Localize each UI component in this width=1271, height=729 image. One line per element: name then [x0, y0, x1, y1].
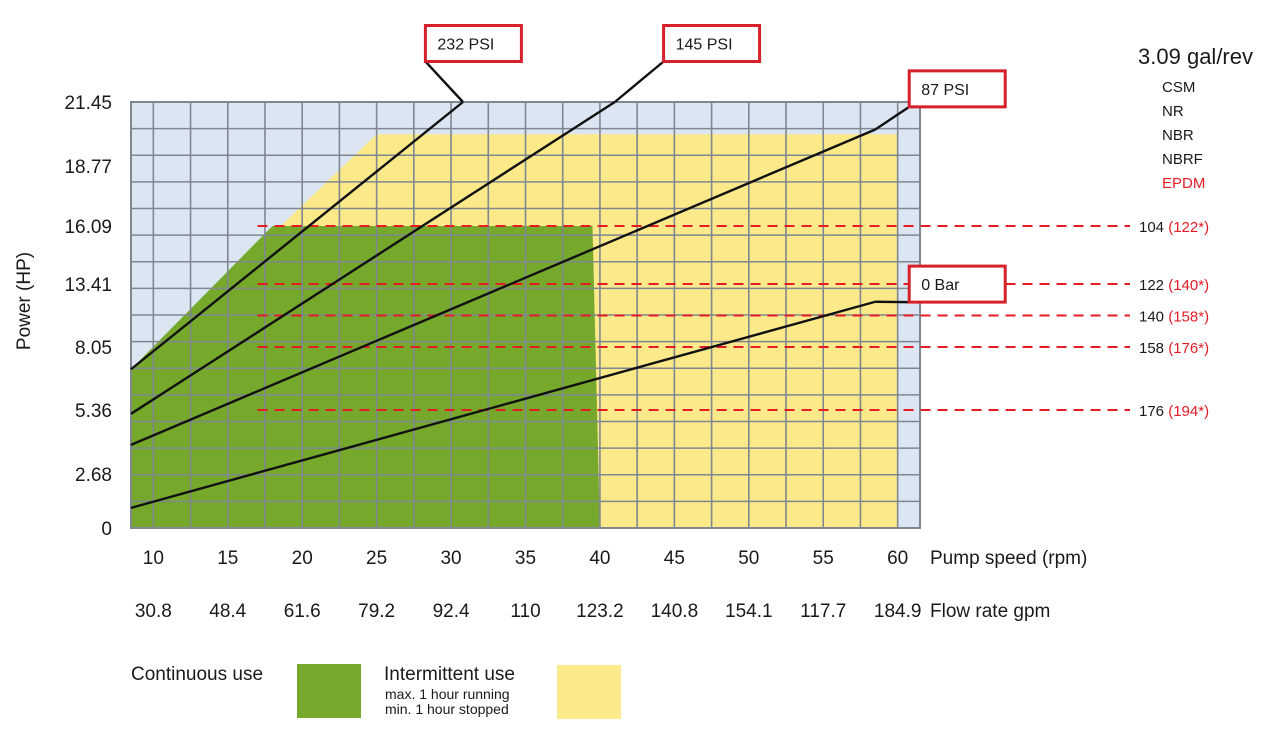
legend-intermittent-detail-2: min. 1 hour stopped — [385, 701, 509, 717]
pressure-label: 0 Bar — [921, 277, 960, 294]
axis-labels: 0 2.68 5.36 8.05 13.41 16.09 18.77 21.45 10 15 20 2… — [14, 93, 1087, 622]
x-tick-label: 10 — [143, 548, 164, 569]
chart-title: 3.09 gal/rev — [1138, 44, 1253, 69]
temperature-alt-value: (122*) — [1168, 219, 1209, 236]
pressure-label-box — [907, 69, 1007, 109]
pressure-line — [130, 101, 464, 371]
flow-tick-label: 154.1 — [725, 601, 773, 622]
temperature-value: 104 — [1139, 219, 1168, 236]
continuous-use-region — [131, 226, 600, 528]
flow-tick-label: 92.4 — [433, 601, 470, 622]
temperature-label: 158 (176*) — [1139, 340, 1209, 357]
flow-tick-label: 48.4 — [209, 601, 246, 622]
material-label: NBRF — [1162, 151, 1203, 168]
flow-tick-label: 110 — [510, 601, 540, 622]
pressure-label-box — [907, 264, 1007, 304]
material-label: EPDM — [1162, 175, 1205, 192]
pressure-line — [130, 128, 876, 446]
pressure-line — [130, 100, 616, 415]
flow-tick-label: 61.6 — [284, 601, 321, 622]
pressure-line-leader — [424, 60, 464, 103]
legend-continuous-label: Continuous use — [131, 664, 264, 685]
x-tick-label: 45 — [664, 548, 685, 569]
legend-intermittent-label: Intermittent use — [384, 664, 515, 685]
x-tick-label: 55 — [813, 548, 834, 569]
temperature-label: 104 (122*) — [1139, 219, 1209, 236]
flow-tick-label: 79.2 — [358, 601, 395, 622]
legend-intermittent-detail-1: max. 1 hour running — [385, 686, 510, 702]
material-label: NBR — [1162, 127, 1194, 144]
temperature-value: 140 — [1139, 309, 1168, 326]
x-tick-label: 40 — [589, 548, 610, 569]
flow-tick-label: 140.8 — [651, 601, 699, 622]
y-tick-label: 2.68 — [75, 465, 112, 486]
pressure-label: 87 PSI — [921, 82, 969, 99]
temperature-alt-value: (140*) — [1168, 277, 1209, 294]
material-label: CSM — [1162, 79, 1195, 96]
x-tick-label: 35 — [515, 548, 536, 569]
y-tick-label: 18.77 — [64, 157, 112, 178]
temperature-alt-value: (194*) — [1168, 403, 1209, 420]
pressure-line — [130, 300, 876, 510]
flow-axis-label: Flow rate gpm — [930, 601, 1050, 622]
x-tick-label: 20 — [292, 548, 313, 569]
y-tick-label: 0 — [101, 519, 112, 540]
y-tick-label: 8.05 — [75, 338, 112, 359]
temperature-value: 122 — [1139, 277, 1168, 294]
chart-annotations: 3.09 gal/rev CSM NR NBR NBRF EPDM — [1138, 44, 1253, 192]
temperature-alt-value: (176*) — [1168, 340, 1209, 357]
x-axis-label: Pump speed (rpm) — [930, 548, 1087, 569]
temperature-alt-value: (158*) — [1168, 309, 1209, 326]
pressure-line-leader — [874, 105, 910, 131]
x-tick-label: 60 — [887, 548, 908, 569]
x-tick-label: 50 — [738, 548, 759, 569]
x-tick-label: 15 — [217, 548, 238, 569]
flow-tick-label: 117.7 — [800, 601, 846, 622]
temperature-label: 122 (140*) — [1139, 277, 1209, 294]
flow-tick-label: 30.8 — [135, 601, 172, 622]
pressure-label: 232 PSI — [437, 36, 494, 53]
pressure-lines: 232 PSI 145 PSI 87 PSI 0 Bar — [130, 23, 1007, 510]
material-label: NR — [1162, 103, 1184, 120]
x-tick-label: 30 — [440, 548, 461, 569]
plot-border — [130, 101, 921, 529]
legend-intermittent-swatch — [557, 665, 621, 719]
temperature-label: 176 (194*) — [1139, 403, 1209, 420]
flow-tick-label: 184.9 — [874, 601, 922, 622]
pressure-line-leader — [614, 60, 665, 103]
y-axis-label: Power (HP) — [14, 252, 35, 350]
flow-tick-label: 123.2 — [576, 601, 624, 622]
pressure-label-box — [423, 23, 523, 63]
temperature-value: 176 — [1139, 403, 1168, 420]
legend-continuous-swatch — [297, 664, 361, 718]
pressure-label-box — [662, 23, 762, 63]
temperature-value: 158 — [1139, 340, 1168, 357]
y-tick-label: 16.09 — [64, 217, 112, 238]
y-tick-label: 21.45 — [64, 93, 112, 114]
temperature-label: 140 (158*) — [1139, 309, 1209, 326]
temperature-lines: 104 (122*)122 (140*)140 (158*)158 (176*)… — [257, 219, 1209, 420]
pressure-label: 145 PSI — [676, 36, 733, 53]
x-tick-label: 25 — [366, 548, 387, 569]
y-tick-label: 5.36 — [75, 401, 112, 422]
y-tick-label: 13.41 — [64, 275, 112, 296]
